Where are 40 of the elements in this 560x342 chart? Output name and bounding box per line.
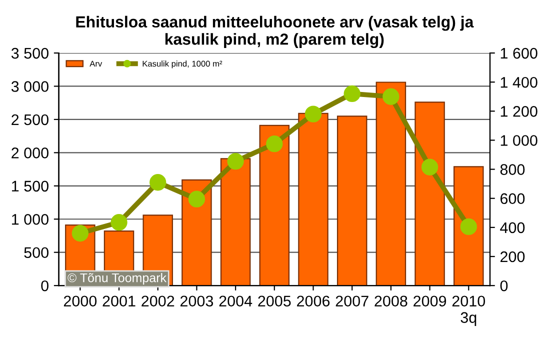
x-tick-label: 2007 [336, 296, 368, 307]
chart-title: Ehitusloa saanud mitteeluhoonete arv (vasak telg) ja kasulik pind, m2 (parem telg) [76, 16, 474, 48]
y-tick-label: 500 [24, 247, 48, 258]
y-tick-label: 1 000 [12, 214, 48, 225]
x-tick-label: 2000 [64, 296, 97, 307]
legend-label: Arv [90, 60, 102, 67]
y2-tick-label: 600 [500, 193, 525, 204]
x-tick-label: 2008 [374, 296, 408, 307]
bar [454, 166, 484, 286]
y-tick-label: 2 000 [12, 148, 48, 158]
bar [298, 112, 328, 286]
x-tick-label: 2001 [102, 296, 136, 307]
bar [336, 116, 368, 286]
y2-tick-label: 1 400 [500, 76, 538, 88]
y-tick-label: 0 [41, 280, 48, 292]
y-tick-label: 3 500 [11, 48, 48, 59]
bar [414, 102, 445, 286]
bar [376, 82, 406, 286]
y2-tick-label: 400 [500, 222, 525, 234]
x-tick-label: 2005 [258, 296, 291, 307]
y-tick-label: 1 500 [12, 180, 48, 192]
x-tick-label: 2009 [414, 296, 446, 307]
y-tick-label: 3 000 [11, 81, 48, 92]
x-tick-label: 2006 [297, 296, 330, 307]
y2-tick-label: 800 [500, 164, 525, 175]
y2-tick-label: 200 [500, 251, 525, 262]
bar [220, 158, 251, 286]
x-tick-label: 2010 3q [452, 296, 486, 326]
y-tick-label: 2 500 [12, 114, 48, 126]
legend-label: Kasulik pind, 1000 m² [142, 60, 222, 68]
y2-tick-label: 1 000 [500, 135, 538, 146]
bar [259, 124, 290, 286]
annotation: © Tõnu Toompark [68, 273, 167, 285]
y2-tick-label: 1 600 [500, 48, 538, 59]
x-tick-label: 2002 [142, 296, 174, 307]
y2-tick-label: 0 [500, 280, 508, 292]
bar [182, 179, 212, 286]
x-tick-label: 2003 [180, 296, 214, 307]
x-tick-label: 2004 [219, 296, 252, 307]
y2-tick-label: 1 200 [500, 106, 538, 117]
